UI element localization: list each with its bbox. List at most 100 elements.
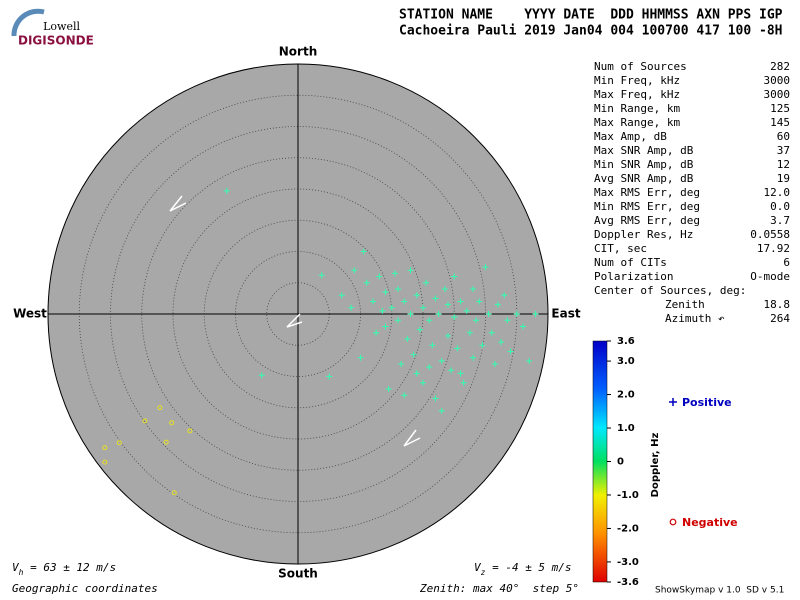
positive-source bbox=[357, 354, 364, 361]
stat-value: 0.0558 bbox=[750, 228, 790, 241]
colorbar-tick-label: -1.0 bbox=[617, 490, 639, 501]
positive-source bbox=[491, 361, 498, 367]
colorbar-tick-label: -3.6 bbox=[617, 577, 639, 588]
negative-source bbox=[163, 439, 169, 445]
stat-label: Max Freq, kHz bbox=[594, 88, 680, 101]
positive-source bbox=[460, 379, 467, 386]
colorbar-tick-label: 3.0 bbox=[617, 356, 635, 367]
positive-source bbox=[388, 304, 395, 311]
stat-value: 60 bbox=[777, 130, 790, 143]
negative-source bbox=[102, 459, 108, 465]
legend-positive-marker bbox=[669, 398, 677, 406]
stat-value: 12.0 bbox=[764, 186, 791, 199]
positive-source bbox=[454, 345, 461, 352]
stat-label: Min SNR Amp, dB bbox=[594, 158, 694, 171]
center-title: Center of Sources, deg: bbox=[594, 284, 746, 297]
header-values: Cachoeira Pauli 2019 Jan04 004 100700 41… bbox=[399, 24, 783, 39]
positive-source bbox=[466, 329, 473, 336]
positive-source bbox=[448, 367, 455, 374]
negative-source bbox=[116, 440, 122, 446]
velocity-arrows bbox=[169, 195, 421, 447]
stat-label: Avg RMS Err, deg bbox=[594, 214, 700, 227]
positive-source bbox=[526, 357, 533, 364]
legend-negative: Negative bbox=[682, 516, 738, 529]
logo-swoosh bbox=[11, 8, 45, 37]
positive-source bbox=[326, 373, 333, 380]
positive-source bbox=[445, 332, 451, 339]
colorbar bbox=[592, 340, 608, 583]
stat-label: Avg SNR Amp, dB bbox=[594, 172, 694, 185]
coordinates: Geographic coordinates bbox=[12, 582, 158, 595]
positive-source bbox=[398, 361, 405, 367]
positive-source bbox=[407, 311, 414, 317]
positive-source bbox=[395, 286, 401, 292]
stat-label: Min RMS Err, deg bbox=[594, 200, 700, 213]
logo-top: Lowell bbox=[43, 20, 80, 33]
positive-source bbox=[445, 301, 451, 308]
positive-source bbox=[370, 298, 376, 305]
negative-source bbox=[102, 445, 108, 451]
vh-text: Vh = 63 ± 12 m/s bbox=[12, 561, 116, 577]
legend-positive: Positive bbox=[682, 396, 732, 409]
negative-source bbox=[187, 428, 193, 434]
positive-source bbox=[420, 379, 426, 386]
zenith-label: Zenith bbox=[665, 298, 705, 311]
positive-source bbox=[470, 354, 476, 361]
stat-label: CIT, sec bbox=[594, 242, 647, 255]
version: ShowSkymap v 1.0 SD v 5.1 bbox=[655, 586, 784, 596]
positive-source bbox=[401, 298, 408, 305]
positive-source bbox=[348, 304, 355, 311]
positive-source bbox=[426, 364, 433, 371]
positive-source bbox=[351, 267, 358, 274]
stat-value: 6 bbox=[783, 256, 790, 269]
positive-source bbox=[495, 301, 501, 308]
negative-source bbox=[157, 405, 163, 411]
colorbar-tick-label: 3.6 bbox=[617, 336, 635, 347]
stat-label: Max Range, km bbox=[594, 116, 680, 129]
positive-source bbox=[410, 351, 417, 358]
positive-source bbox=[470, 286, 476, 292]
legend-negative-marker bbox=[669, 518, 677, 526]
positive-source bbox=[438, 357, 445, 364]
positive-source bbox=[457, 298, 464, 305]
positive-source bbox=[432, 395, 439, 402]
positive-source bbox=[463, 307, 470, 314]
stat-label: Max SNR Amp, dB bbox=[594, 144, 694, 157]
positive-source bbox=[441, 286, 448, 292]
positive-source bbox=[438, 407, 445, 414]
stat-value: 17.92 bbox=[757, 242, 790, 255]
positive-source bbox=[401, 392, 408, 399]
positive-source bbox=[373, 329, 380, 336]
positive-source bbox=[318, 272, 325, 279]
vz-text: Vz = -4 ± 5 m/s bbox=[474, 561, 572, 577]
colorbar-tick-label: 1.0 bbox=[617, 423, 635, 434]
positive-source bbox=[432, 295, 439, 302]
positive-source bbox=[395, 317, 401, 324]
stat-value: 12 bbox=[777, 158, 790, 171]
positive-source bbox=[382, 323, 389, 330]
stat-value: 3000 bbox=[764, 88, 791, 101]
stat-label: Min Freq, kHz bbox=[594, 74, 680, 87]
stat-label: Min Range, km bbox=[594, 102, 680, 115]
negative-source bbox=[171, 490, 177, 496]
positive-source bbox=[429, 342, 436, 349]
stat-value: 19 bbox=[777, 172, 790, 185]
positive-source bbox=[258, 372, 265, 379]
positive-source bbox=[479, 342, 486, 349]
colorbar-tick-label: -2.0 bbox=[617, 523, 639, 534]
positive-source bbox=[338, 292, 345, 299]
positive-source bbox=[376, 273, 383, 280]
positive-source bbox=[385, 386, 392, 392]
stat-value: 3000 bbox=[764, 74, 791, 87]
stat-value: 145 bbox=[770, 116, 790, 129]
positive-source bbox=[223, 187, 230, 194]
azimuth-label: Azimuth ↶ bbox=[665, 312, 725, 325]
stat-value: 3.7 bbox=[770, 214, 790, 227]
positive-source bbox=[488, 329, 495, 336]
logo-bottom: DIGISONDE bbox=[18, 34, 94, 48]
positive-source bbox=[532, 311, 539, 317]
stat-value: 0.0 bbox=[770, 200, 790, 213]
positive-source bbox=[498, 339, 505, 346]
